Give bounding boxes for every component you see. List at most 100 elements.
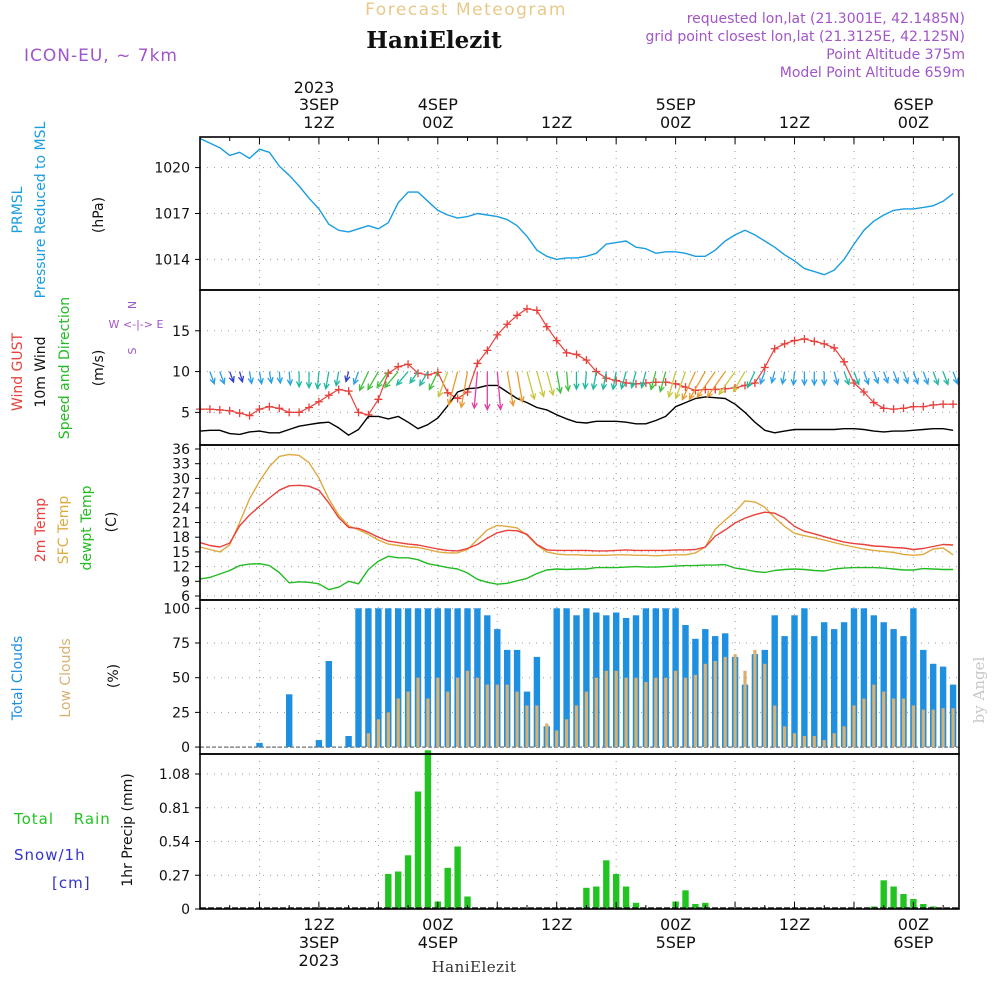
wind-direction-arrow bbox=[873, 371, 880, 385]
top-time-label: 12Z bbox=[541, 113, 572, 132]
low-cloud-bar bbox=[901, 698, 906, 748]
pressure-label-2: Pressure Reduced to MSL bbox=[33, 121, 49, 298]
credit-watermark: by Angel bbox=[970, 656, 988, 723]
wind-direction-arrow bbox=[536, 371, 546, 398]
y-tick-label: 12 bbox=[172, 560, 190, 576]
wind-gust-marker bbox=[582, 356, 591, 365]
wind-gust-marker bbox=[344, 387, 353, 396]
low-cloud-bar bbox=[634, 677, 638, 748]
temp2m-line bbox=[199, 484, 954, 552]
y-tick-label: 0.81 bbox=[159, 801, 190, 817]
total-cloud-bar bbox=[662, 608, 669, 747]
total-cloud-bar bbox=[365, 608, 372, 747]
low-cloud-bar bbox=[396, 698, 400, 748]
wind-direction-arrow bbox=[228, 371, 235, 384]
wind-gust-marker bbox=[453, 394, 462, 403]
low-cloud-bar bbox=[416, 677, 420, 748]
wind-compass-we: W <-|-> E bbox=[109, 318, 164, 331]
rain-bar bbox=[603, 860, 610, 910]
wind-direction-arrow bbox=[942, 371, 950, 386]
wind-direction-arrow bbox=[746, 371, 756, 389]
wind-gust-marker bbox=[542, 322, 551, 331]
wind-gust-marker bbox=[929, 401, 938, 410]
wind-direction-arrow bbox=[209, 371, 216, 386]
y-tick-label: 9 bbox=[181, 574, 190, 590]
wind-direction-arrow bbox=[696, 371, 716, 399]
top-time-label: 12Z bbox=[303, 113, 334, 132]
rain-bar bbox=[920, 904, 927, 909]
wind-direction-arrow bbox=[674, 371, 687, 400]
low-cloud-bar bbox=[664, 677, 668, 748]
pressure-line bbox=[199, 137, 954, 276]
wind-gust-marker bbox=[532, 306, 541, 315]
wind-10m-line bbox=[199, 384, 954, 436]
low-cloud-bar bbox=[565, 719, 569, 747]
low-cloud-bar bbox=[594, 677, 598, 748]
wind-gust-marker bbox=[295, 408, 304, 417]
rain-bar bbox=[622, 886, 630, 909]
rain-bar bbox=[414, 791, 422, 909]
pressure-labels: PRMSL Pressure Reduced to MSL (hPa) bbox=[10, 121, 107, 298]
dewpt-line bbox=[199, 555, 954, 591]
wind-direction-arrow bbox=[902, 371, 910, 385]
panel-frame bbox=[199, 753, 960, 910]
y-tick-label: 0.54 bbox=[159, 835, 190, 851]
low-cloud-bar bbox=[555, 730, 559, 747]
low-cloud-bar bbox=[763, 663, 767, 747]
bottom-date-label: 4SEP bbox=[418, 933, 458, 952]
total-cloud-bar bbox=[434, 608, 441, 747]
snow-label: Snow/1h bbox=[14, 846, 86, 864]
wind-gust-marker bbox=[473, 359, 482, 368]
low-cloud-bar bbox=[525, 705, 529, 747]
total-cloud-bar bbox=[355, 608, 362, 747]
total-cloud-bar bbox=[325, 661, 332, 747]
wind-gust-marker bbox=[364, 410, 373, 419]
total-cloud-bar bbox=[533, 656, 541, 748]
wind-direction-arrow bbox=[759, 371, 766, 386]
wind-gust-marker bbox=[324, 391, 333, 400]
low-cloud-bar bbox=[802, 736, 806, 748]
wind-direction-arrow bbox=[932, 371, 940, 386]
rain-bar bbox=[464, 896, 471, 909]
y-tick-label: 24 bbox=[172, 501, 190, 517]
low-cloud-bar bbox=[842, 726, 846, 748]
low-cloud-bar bbox=[505, 684, 509, 747]
wind-direction-arrow bbox=[853, 371, 860, 386]
low-cloud-bar bbox=[723, 656, 727, 748]
total-cloud-bar bbox=[840, 622, 848, 748]
low-cloud-bar bbox=[872, 684, 876, 747]
top-time-label: 12Z bbox=[779, 113, 810, 132]
wind-gust-marker bbox=[949, 400, 958, 409]
wind-direction-arrow bbox=[790, 371, 797, 387]
bottom-year-label: 2023 bbox=[299, 951, 340, 970]
bottom-time-label: 00Z bbox=[898, 915, 929, 934]
total-cloud-bar bbox=[811, 636, 818, 748]
bottom-date-label: 3SEP bbox=[299, 933, 339, 952]
wind-gust-marker bbox=[255, 405, 264, 414]
wind-direction-arrow bbox=[610, 371, 618, 391]
rain-bar bbox=[404, 855, 412, 910]
wind-direction-arrow bbox=[352, 371, 360, 386]
wind-unit: (m/s) bbox=[91, 350, 107, 387]
wind-direction-arrow bbox=[821, 371, 828, 387]
low-cloud-bar bbox=[862, 698, 866, 748]
wind-direction-arrow bbox=[833, 371, 840, 386]
wind-direction-arrow bbox=[658, 371, 667, 394]
total-cloud-bar bbox=[385, 608, 392, 747]
wind-gust-marker bbox=[205, 405, 214, 414]
wind-direction-arrow bbox=[446, 371, 459, 407]
bottom-time-label: 00Z bbox=[422, 915, 453, 934]
total-cloud-bar bbox=[652, 608, 659, 747]
low-cloud-bar bbox=[475, 677, 479, 748]
wind-gust-marker bbox=[840, 357, 849, 366]
y-tick-label: 10 bbox=[172, 365, 190, 381]
wind-direction-arrow bbox=[344, 371, 351, 383]
y-tick-label: 27 bbox=[172, 486, 190, 502]
wind-gust-marker bbox=[413, 369, 422, 378]
total-cloud-bar bbox=[880, 622, 887, 748]
low-cloud-bar bbox=[783, 726, 787, 748]
axis-ticks: 1014101710205101569121518212427303336025… bbox=[154, 95, 944, 970]
total-cloud-bar bbox=[583, 608, 590, 747]
wind-direction-arrow bbox=[546, 371, 555, 397]
wind-direction-arrow bbox=[383, 371, 399, 389]
